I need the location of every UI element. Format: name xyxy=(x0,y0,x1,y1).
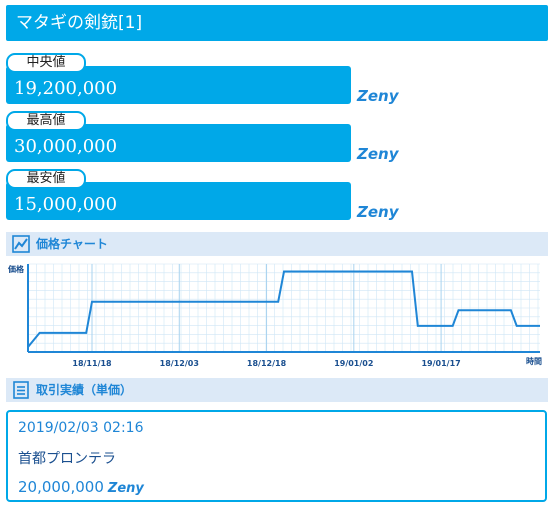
chart-x-tick-label: 18/12/03 xyxy=(160,359,199,368)
chart-x-tick-label: 19/01/02 xyxy=(334,359,373,368)
chart-x-tick-label: 18/11/18 xyxy=(72,359,112,368)
chart-series-line xyxy=(27,270,540,348)
median-price-block: 中央値 19,200,000 Zeny xyxy=(6,53,406,109)
price-chart: 18/11/18 18/12/03 18/12/18 19/01/02 19/01/17… xyxy=(6,260,548,370)
highest-price-label: 最高値 xyxy=(6,111,86,131)
price-chart-svg: 18/11/18 18/12/03 18/12/18 19/01/02 19/01/17… xyxy=(7,263,542,368)
median-price-unit: Zeny xyxy=(357,87,399,105)
page-title: マタギの剣銃[1] xyxy=(6,5,548,41)
chart-x-tick-label: 19/01/17 xyxy=(421,359,460,368)
lowest-price-value: 15,000,000 xyxy=(6,182,351,220)
trade-record: 2019/02/03 02:16 首都プロンテラ 20,000,000 Zeny xyxy=(6,410,547,502)
chart-series xyxy=(27,270,540,348)
highest-price-block: 最高値 30,000,000 Zeny xyxy=(6,111,406,167)
trade-record-location: 首都プロンテラ xyxy=(18,451,116,467)
chart-x-tick-label: 18/12/18 xyxy=(247,359,287,368)
line-chart-icon xyxy=(12,235,30,253)
trade-record-date: 2019/02/03 02:16 xyxy=(18,420,144,436)
chart-axes xyxy=(27,264,540,353)
records-section-header: 取引実績（単価） xyxy=(6,378,548,402)
chart-section-title: 価格チャート xyxy=(36,237,108,251)
highest-price-unit: Zeny xyxy=(357,145,399,163)
chart-section-header: 価格チャート xyxy=(6,232,548,256)
records-section-title: 取引実績（単価） xyxy=(36,383,133,397)
trade-record-price: 20,000,000 xyxy=(18,478,104,496)
chart-x-axis-label: 時間 xyxy=(526,356,542,366)
trade-record-price-line: 20,000,000 Zeny xyxy=(18,478,144,496)
chart-y-axis-label: 価格 xyxy=(7,264,25,274)
median-price-label: 中央値 xyxy=(6,53,86,73)
lowest-price-label: 最安値 xyxy=(6,169,86,189)
lowest-price-block: 最安値 15,000,000 Zeny xyxy=(6,169,406,225)
lowest-price-unit: Zeny xyxy=(357,203,399,221)
chart-grid xyxy=(27,263,540,353)
trade-record-unit: Zeny xyxy=(107,481,144,496)
document-list-icon xyxy=(13,381,29,399)
chart-labels: 18/11/18 18/12/03 18/12/18 19/01/02 19/01/17… xyxy=(7,264,542,368)
